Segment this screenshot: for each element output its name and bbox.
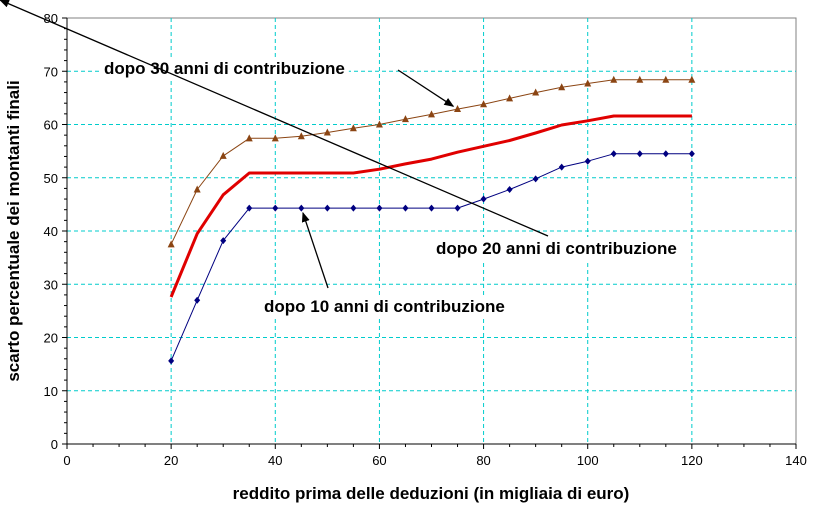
annotation-y30: dopo 30 anni di contribuzione bbox=[100, 57, 455, 107]
y-tick-label: 50 bbox=[44, 171, 58, 186]
annotation-layer: dopo 30 anni di contribuzione dopo 20 ann… bbox=[0, 0, 681, 318]
x-axis-title: reddito prima delle deduzioni (in miglia… bbox=[233, 484, 630, 503]
data-point bbox=[584, 79, 592, 87]
data-point bbox=[688, 75, 696, 83]
x-tick-label: 140 bbox=[785, 453, 807, 468]
data-point bbox=[194, 296, 201, 304]
x-tick-label: 60 bbox=[372, 453, 386, 468]
x-tick-label: 20 bbox=[164, 453, 178, 468]
data-point bbox=[454, 204, 461, 212]
data-point bbox=[584, 157, 591, 165]
data-point bbox=[428, 110, 435, 118]
axes bbox=[62, 17, 797, 449]
data-point bbox=[610, 150, 617, 158]
data-point bbox=[168, 357, 175, 365]
data-point bbox=[350, 204, 357, 212]
data-point bbox=[506, 185, 513, 193]
data-point bbox=[688, 150, 695, 158]
data-point bbox=[219, 151, 227, 159]
tick-labels: 0 20 40 60 80 100 120 140 0 10 20 30 40 50 60 70 80 bbox=[44, 11, 807, 468]
x-tick-label: 0 bbox=[63, 453, 70, 468]
annotation-arrow bbox=[397, 69, 455, 107]
data-point bbox=[349, 124, 357, 132]
series-y10 bbox=[168, 150, 695, 365]
data-point bbox=[532, 88, 540, 96]
data-point bbox=[376, 204, 383, 212]
data-point bbox=[480, 100, 488, 108]
x-tick-label: 120 bbox=[681, 453, 703, 468]
data-point bbox=[324, 204, 331, 212]
y-tick-label: 20 bbox=[44, 331, 58, 346]
data-point bbox=[454, 105, 462, 113]
data-point bbox=[193, 185, 201, 193]
y-tick-label: 30 bbox=[44, 277, 58, 292]
data-point bbox=[402, 204, 409, 212]
annotation-box bbox=[260, 295, 509, 318]
y-tick-label: 40 bbox=[44, 224, 58, 239]
annotation-label: dopo 10 anni di contribuzione bbox=[264, 297, 505, 316]
data-point bbox=[220, 237, 227, 245]
data-point bbox=[662, 75, 670, 83]
data-point bbox=[375, 120, 383, 128]
y-tick-label: 70 bbox=[44, 64, 58, 79]
data-point bbox=[636, 150, 643, 158]
y-tick-label: 80 bbox=[44, 11, 58, 26]
annotation-box bbox=[100, 57, 349, 80]
y-tick-label: 0 bbox=[51, 437, 58, 452]
annotation-box bbox=[432, 237, 681, 260]
annotation-label: dopo 30 anni di contribuzione bbox=[104, 59, 345, 78]
data-point bbox=[532, 175, 539, 183]
data-point bbox=[480, 195, 487, 203]
data-point bbox=[297, 132, 305, 140]
series-line-y20 bbox=[169, 114, 692, 298]
annotation-arrow bbox=[0, 0, 549, 237]
data-point bbox=[323, 128, 331, 136]
data-point bbox=[558, 83, 566, 91]
annotation-y10: dopo 10 anni di contribuzione bbox=[260, 211, 509, 318]
annotation-label: dopo 20 anni di contribuzione bbox=[436, 239, 677, 258]
data-point bbox=[272, 204, 279, 212]
data-point bbox=[428, 204, 435, 212]
data-point bbox=[245, 134, 253, 142]
x-tick-label: 100 bbox=[577, 453, 599, 468]
annotation-y20: dopo 20 anni di contribuzione bbox=[0, 0, 681, 260]
data-point bbox=[271, 134, 279, 142]
data-point bbox=[401, 115, 409, 123]
series-y20 bbox=[169, 114, 692, 298]
annotation-arrow bbox=[301, 211, 329, 289]
data-point bbox=[167, 240, 175, 248]
x-tick-label: 40 bbox=[268, 453, 282, 468]
series-layer bbox=[167, 75, 696, 365]
y-tick-label: 60 bbox=[44, 118, 58, 133]
x-tick-label: 80 bbox=[476, 453, 490, 468]
data-point bbox=[610, 75, 618, 83]
data-point bbox=[662, 150, 669, 158]
data-point bbox=[558, 163, 565, 171]
data-point bbox=[246, 204, 253, 212]
data-point bbox=[298, 204, 305, 212]
y-tick-label: 10 bbox=[44, 384, 58, 399]
series-y30 bbox=[167, 75, 696, 248]
data-point bbox=[636, 75, 644, 83]
y-axis-title: scarto percentuale dei montanti finali bbox=[4, 80, 23, 381]
data-point bbox=[506, 94, 514, 102]
